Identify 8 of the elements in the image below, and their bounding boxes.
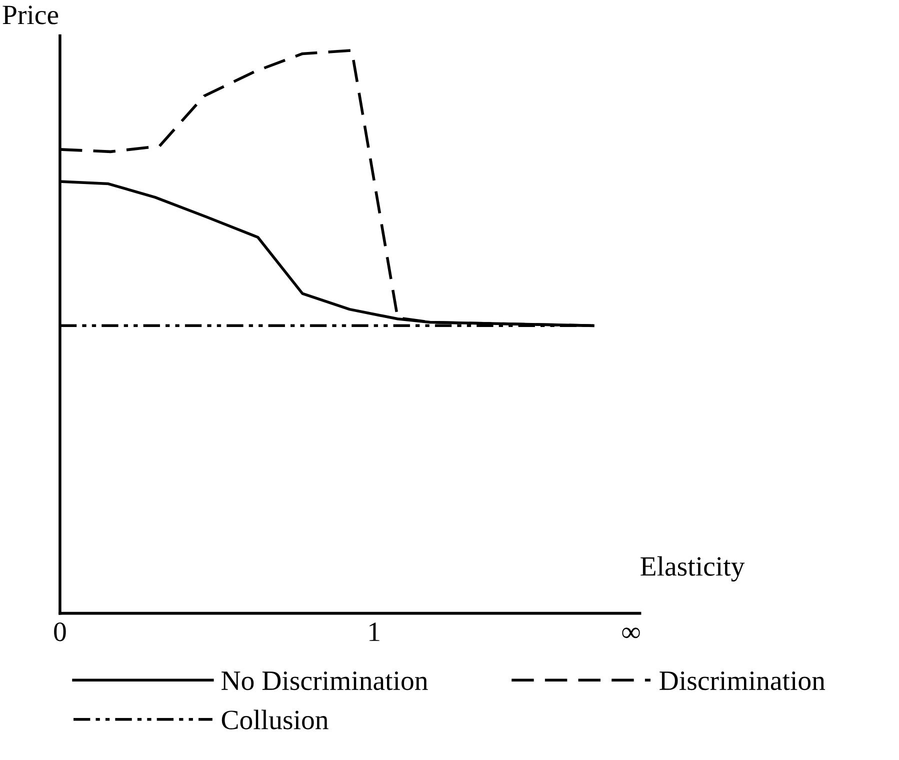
y-axis-title: Price [2,6,58,24]
legend-label: Discrimination [660,671,826,690]
legend-label: No Discrimination [222,671,428,690]
x-tick-label: 1 [370,622,380,641]
x-axis-title: Elasticity [640,556,745,582]
x-tick-label: 0 [54,622,66,642]
x-tick-label: ∞ [622,628,640,638]
legend-label: Collusion [222,710,328,730]
